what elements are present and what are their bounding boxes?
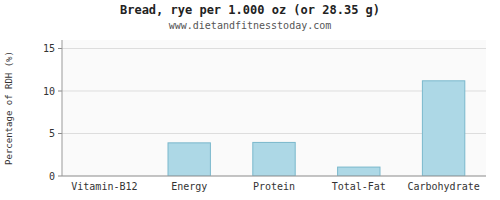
plot-background bbox=[62, 40, 486, 176]
bar bbox=[253, 142, 295, 176]
y-tick-label: 5 bbox=[49, 128, 55, 139]
subtitle: www.dietandfitnesstoday.com bbox=[169, 20, 332, 31]
y-axis-label: Percentage of RDH (%) bbox=[4, 51, 14, 165]
y-axis-line bbox=[62, 40, 63, 176]
x-axis-line bbox=[62, 176, 486, 177]
y-tick bbox=[58, 133, 62, 134]
bars bbox=[168, 81, 465, 176]
x-tick-label: Protein bbox=[253, 181, 295, 192]
y-tick bbox=[58, 48, 62, 49]
x-ticks: Vitamin-B12 Energy Protein Total-Fat Carbohy… bbox=[71, 181, 479, 192]
x-tick-label: Energy bbox=[171, 181, 207, 192]
bar bbox=[422, 81, 464, 176]
bar bbox=[168, 143, 210, 176]
title: Bread, rye per 1.000 oz (or 28.35 g) bbox=[120, 3, 380, 17]
grid-line bbox=[62, 48, 486, 49]
x-tick-label: Vitamin-B12 bbox=[71, 181, 137, 192]
chart-svg: Bread, rye per 1.000 oz (or 28.35 g) www.… bbox=[0, 0, 500, 200]
x-tick-label: Total-Fat bbox=[332, 181, 386, 192]
bar bbox=[338, 167, 380, 176]
y-tick bbox=[58, 91, 62, 92]
y-tick-label: 15 bbox=[43, 43, 55, 54]
y-tick-label: 10 bbox=[43, 86, 55, 97]
x-tick-label: Carbohydrate bbox=[407, 181, 479, 192]
y-tick bbox=[58, 176, 62, 177]
y-tick-label: 0 bbox=[49, 171, 55, 182]
grid bbox=[62, 49, 486, 177]
y-ticks: 0 5 10 15 bbox=[43, 43, 62, 182]
grid-line bbox=[62, 176, 486, 177]
chart-container: Bread, rye per 1.000 oz (or 28.35 g) www.… bbox=[0, 0, 500, 200]
